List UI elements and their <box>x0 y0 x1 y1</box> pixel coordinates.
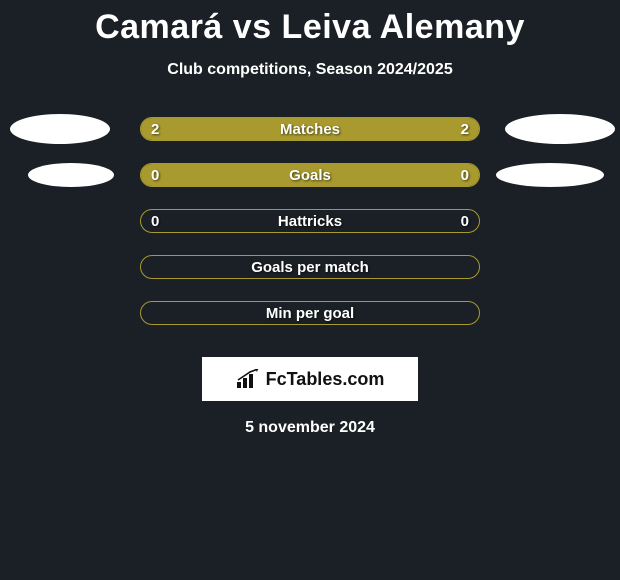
stats-rows-container: 22Matches 00Goals 00Hattricks Goals per mat… <box>0 117 620 347</box>
stat-bar: 00Hattricks <box>140 209 480 233</box>
stat-row: 22Matches <box>0 117 620 163</box>
stat-row: Goals per match <box>0 255 620 301</box>
page-title: Camará vs Leiva Alemany <box>0 0 620 47</box>
right-ellipse <box>496 163 604 187</box>
stat-bar: Goals per match <box>140 255 480 279</box>
left-ellipse <box>10 114 110 144</box>
brand-text: FcTables.com <box>266 369 385 390</box>
chart-icon <box>236 369 260 389</box>
stat-row: Min per goal <box>0 301 620 347</box>
stat-label: Hattricks <box>141 210 479 233</box>
stat-bar: 22Matches <box>140 117 480 141</box>
brand-box: FcTables.com <box>202 357 418 401</box>
stat-label: Goals per match <box>141 256 479 279</box>
left-ellipse <box>28 163 114 187</box>
right-ellipse <box>505 114 615 144</box>
stat-label: Min per goal <box>141 302 479 325</box>
stat-bar: Min per goal <box>140 301 480 325</box>
stat-label: Matches <box>141 118 479 141</box>
stat-row: 00Hattricks <box>0 209 620 255</box>
page-subtitle: Club competitions, Season 2024/2025 <box>0 61 620 79</box>
stat-row: 00Goals <box>0 163 620 209</box>
stat-bar: 00Goals <box>140 163 480 187</box>
footer-date: 5 november 2024 <box>0 419 620 437</box>
stat-label: Goals <box>141 164 479 187</box>
